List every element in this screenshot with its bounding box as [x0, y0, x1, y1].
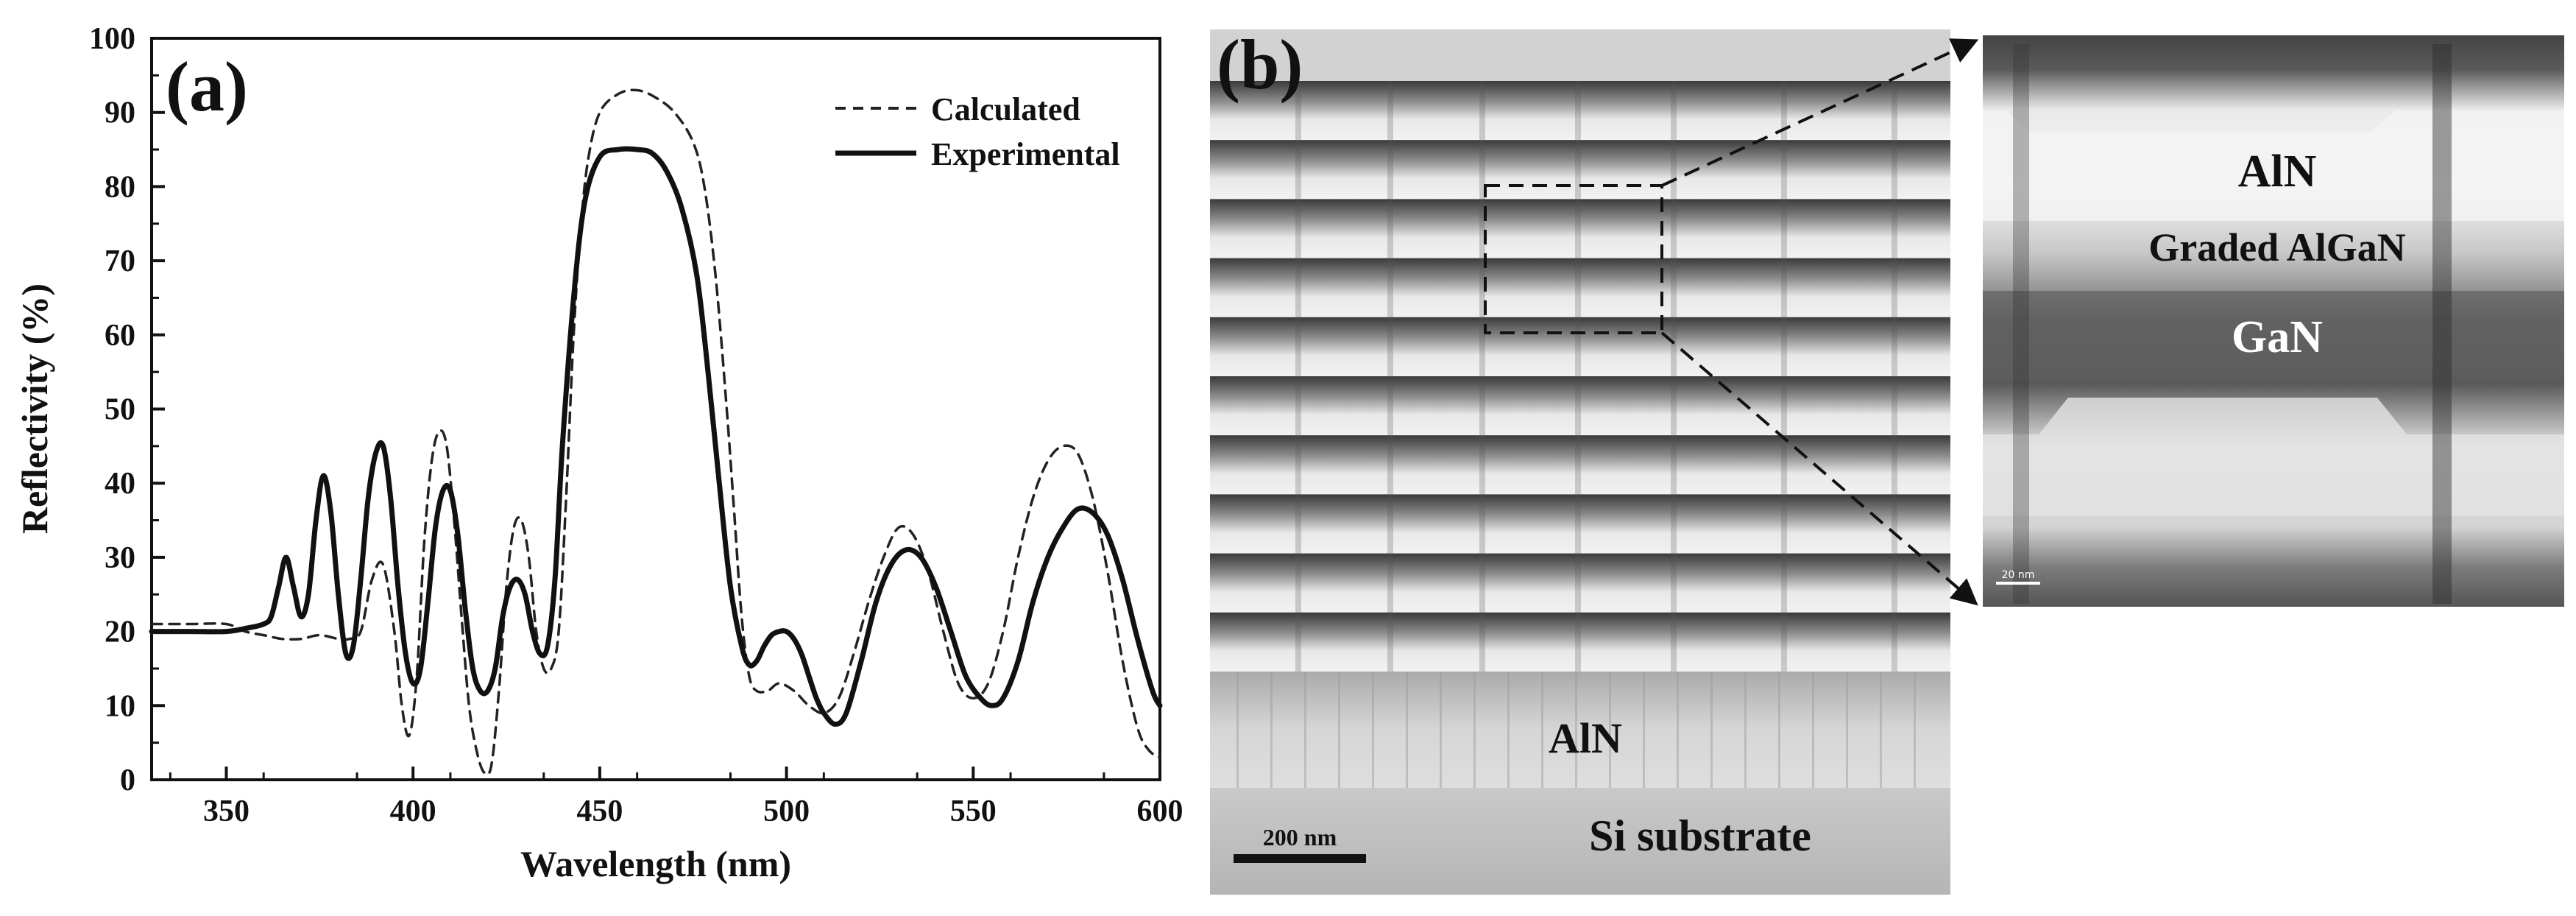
threading-dislocation — [1892, 81, 1897, 672]
buffer-column-streak — [1744, 672, 1747, 788]
buffer-column-streak — [1338, 672, 1340, 788]
x-tick-label-500: 500 — [763, 795, 810, 828]
threading-dislocation — [1671, 81, 1677, 672]
panel-b-label: (b) — [1217, 25, 1303, 104]
buffer-column-streak — [1643, 672, 1645, 788]
zoom-connectors — [1660, 38, 1979, 606]
aln-buffer-label: AlN — [1549, 714, 1622, 762]
tick-labels: 350 400 450 500 550 600 0 10 20 30 40 50 60 70 80 90 100 — [89, 22, 1183, 828]
buffer-column-streak — [1473, 672, 1476, 788]
buffer-column-streak — [1507, 672, 1510, 788]
y-tick-label-10: 10 — [105, 689, 135, 723]
y-tick-label-0: 0 — [120, 764, 135, 797]
dbr-layer-stack — [1210, 81, 1950, 672]
threading-dislocation — [1575, 81, 1581, 672]
buffer-column-streak — [1541, 672, 1543, 788]
plot-frame — [150, 37, 1161, 781]
buffer-column-streak — [1846, 672, 1848, 788]
y-tick-label-70: 70 — [105, 244, 135, 278]
zoom-arrow-bottom — [1660, 331, 1978, 606]
zoom-arrow-top — [1661, 38, 1979, 187]
y-tick-label-80: 80 — [105, 170, 135, 204]
y-tick-label-60: 60 — [105, 319, 135, 353]
buffer-column-streak — [1609, 672, 1611, 788]
buffer-columns — [1236, 672, 1916, 788]
buffer-column-streak — [1677, 672, 1679, 788]
zoom-graded-algan-label: Graded AlGaN — [2148, 225, 2406, 269]
legend: Calculated Experimental — [835, 91, 1120, 172]
axis-ticks — [152, 37, 1161, 781]
buffer-column-streak — [1440, 672, 1442, 788]
zoom-scale-bar-line — [1996, 582, 2040, 585]
threading-dislocation — [1479, 81, 1485, 672]
legend-label-calculated: Calculated — [931, 91, 1080, 127]
dbr-period — [1210, 317, 1950, 376]
x-tick-label-600: 600 — [1137, 795, 1183, 828]
scale-bar-line — [1234, 854, 1366, 863]
zoom-gan-label: GaN — [2232, 312, 2323, 362]
dbr-period — [1210, 435, 1950, 495]
buffer-column-streak — [1812, 672, 1814, 788]
zoom-aln-band — [1983, 110, 2564, 221]
zoom-region-box — [1484, 184, 1663, 334]
series-lines — [149, 88, 1163, 776]
zoom-aln-label: AlN — [2238, 147, 2317, 197]
threading-dislocation — [1387, 81, 1393, 672]
x-tick-label-450: 450 — [576, 795, 623, 828]
y-tick-label-20: 20 — [105, 616, 135, 649]
zoom-defect-left — [2013, 44, 2029, 604]
zoom-lower-aln-band — [1983, 398, 2564, 515]
zoom-defect-right — [2432, 44, 2452, 604]
buffer-column-streak — [1406, 672, 1408, 788]
y-tick-label-100: 100 — [89, 22, 135, 56]
x-axis-title: Wavelength (nm) — [520, 843, 791, 884]
threading-dislocation — [1295, 81, 1301, 672]
buffer-column-streak — [1372, 672, 1374, 788]
tem-top-cap — [1210, 29, 1950, 81]
threading-dislocation — [1781, 81, 1787, 672]
buffer-column-streak — [1880, 672, 1882, 788]
x-tick-label-350: 350 — [203, 795, 250, 828]
scale-bar-label: 200 nm — [1263, 824, 1337, 850]
dbr-period — [1210, 553, 1950, 613]
zoom-inset: AlN Graded AlGaN GaN 20 nm — [1983, 35, 2564, 607]
buffer-column-streak — [1914, 672, 1916, 788]
buffer-column-streak — [1236, 672, 1239, 788]
scale-bar: 200 nm — [1234, 824, 1366, 863]
panel-a-label: (a) — [166, 47, 248, 126]
legend-label-experimental: Experimental — [931, 136, 1120, 172]
y-axis-title: Reflectivity (%) — [14, 283, 55, 534]
series-line-experimental — [149, 146, 1163, 727]
dbr-period — [1210, 494, 1950, 554]
y-tick-label-30: 30 — [105, 541, 135, 575]
zoom-scale-bar: 20 nm — [1996, 569, 2040, 585]
buffer-column-streak — [1575, 672, 1577, 788]
substrate-label: Si substrate — [1589, 811, 1811, 860]
dbr-period — [1210, 612, 1950, 672]
reflectivity-chart: 350 400 450 500 550 600 0 10 20 30 40 50 60 70 80 90 100… — [14, 22, 1183, 884]
y-tick-label-90: 90 — [105, 96, 135, 130]
si-substrate-layer — [1210, 788, 1950, 895]
series-line-calculated — [150, 88, 1161, 776]
x-tick-label-400: 400 — [390, 795, 436, 828]
dbr-period — [1210, 140, 1950, 200]
y-tick-label-50: 50 — [105, 393, 135, 427]
buffer-column-streak — [1270, 672, 1273, 788]
zoom-scale-bar-label: 20 nm — [2002, 569, 2035, 581]
dbr-period — [1210, 258, 1950, 317]
buffer-column-streak — [1778, 672, 1780, 788]
buffer-column-streak — [1710, 672, 1713, 788]
x-tick-label-550: 550 — [950, 795, 997, 828]
buffer-column-streak — [1304, 672, 1306, 788]
tem-cross-section: (b) AlN Si substrate 200 nm — [1210, 25, 1950, 895]
aln-buffer-layer — [1210, 672, 1950, 788]
y-tick-label-40: 40 — [105, 467, 135, 501]
zoom-gan-band — [1983, 291, 2564, 376]
dbr-period — [1210, 376, 1950, 436]
dbr-period — [1210, 199, 1950, 258]
